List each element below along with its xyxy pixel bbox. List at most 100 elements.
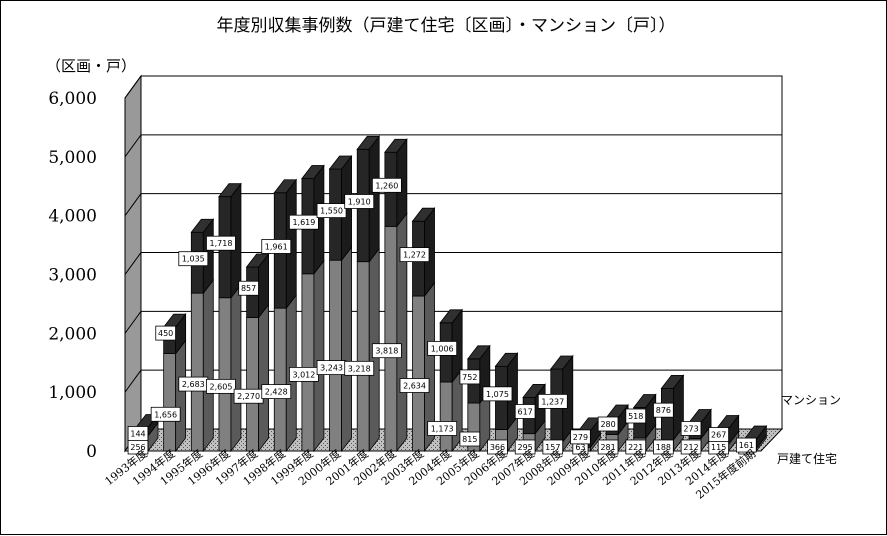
bar-mansion-19-top xyxy=(660,375,685,389)
label-mansion-7: 1,550 xyxy=(316,203,347,219)
label-detached-12-box xyxy=(459,431,481,447)
bar-mansion-6-top xyxy=(301,165,325,179)
bar-mansion-15-top xyxy=(549,355,574,370)
label-detached-6: 3,012 xyxy=(289,366,319,382)
label-detached-7: 3,243 xyxy=(316,360,347,376)
bar-detached-1-side xyxy=(175,339,187,453)
gridline xyxy=(124,75,782,99)
label-detached-17-text: 281 xyxy=(600,443,615,452)
label-detached-9: 3,818 xyxy=(371,343,402,359)
bar-detached-7-front xyxy=(329,259,342,452)
label-detached-11: 1,173 xyxy=(427,421,458,436)
label-detached-17-box xyxy=(597,439,619,455)
label-mansion-18-text: 518 xyxy=(628,412,643,421)
label-mansion-22-text: 161 xyxy=(739,441,754,450)
legend-mansion: マンション xyxy=(781,393,841,407)
bar-mansion-7-top xyxy=(328,155,353,170)
label-detached-21-text: 115 xyxy=(711,443,726,452)
label-mansion-17-box xyxy=(597,416,619,432)
chart-title: 年度別収集事例数（戸建て住宅〔区画〕・マンション〔戸〕） xyxy=(217,16,676,36)
label-mansion-14-box xyxy=(514,404,536,419)
label-detached-18: 221 xyxy=(625,439,647,455)
label-mansion-9: 1,260 xyxy=(371,177,402,193)
label-mansion-3-text: 1,718 xyxy=(210,239,233,248)
label-detached-1-text: 1,656 xyxy=(154,410,177,419)
label-mansion-2-box xyxy=(178,251,209,267)
label-detached-11-text: 1,173 xyxy=(431,424,454,433)
bar-detached-9-front xyxy=(384,225,398,452)
label-detached-0-text: 256 xyxy=(130,443,145,452)
bar-detached-7-side xyxy=(341,246,352,453)
label-detached-10-text: 2,634 xyxy=(403,382,426,391)
label-mansion-21: 267 xyxy=(708,427,729,442)
label-detached-19-box xyxy=(653,439,674,455)
label-detached-10-box xyxy=(399,378,430,393)
bar-mansion-11-top xyxy=(439,309,463,324)
y-axis-ticks: 0 1,000 2,000 3,000 4,000 5,000 6,000 xyxy=(48,89,97,462)
bar-mansion-2-top xyxy=(190,218,215,233)
label-mansion-10: 1,272 xyxy=(399,247,430,263)
label-mansion-8-box xyxy=(344,194,375,209)
label-detached-8-text: 3,218 xyxy=(348,364,371,373)
bar-detached-3-front xyxy=(218,297,232,452)
label-mansion-5: 1,961 xyxy=(261,239,292,254)
label-detached-20-text: 212 xyxy=(683,443,698,452)
bar-detached-3-side xyxy=(230,283,242,453)
label-detached-3-box xyxy=(206,378,236,394)
bar-detached-10-front xyxy=(412,295,425,452)
label-mansion-3-box xyxy=(206,235,236,251)
label-mansion-14-text: 617 xyxy=(517,407,532,416)
label-detached-4-text: 2,270 xyxy=(237,392,260,401)
label-detached-15-text: 157 xyxy=(545,443,560,452)
label-mansion-17: 280 xyxy=(597,416,619,432)
bar-mansion-13-top xyxy=(494,352,519,367)
y-tick-label: 2,000 xyxy=(48,324,97,344)
y-tick-label: 3,000 xyxy=(48,266,97,286)
label-detached-7-text: 3,243 xyxy=(320,364,343,373)
label-mansion-12: 752 xyxy=(459,369,481,385)
label-mansion-17-text: 280 xyxy=(600,420,615,429)
gridline xyxy=(124,310,782,334)
label-mansion-1-box xyxy=(155,325,176,341)
label-mansion-3: 1,718 xyxy=(206,235,236,251)
label-mansion-9-text: 1,260 xyxy=(375,181,398,190)
bar-detached-2 xyxy=(190,278,214,453)
label-mansion-2-text: 1,035 xyxy=(182,255,205,264)
bar-mansion-18-top xyxy=(632,394,657,408)
label-mansion-8: 1,910 xyxy=(344,194,375,209)
label-mansion-0: 144 xyxy=(127,426,149,441)
bar-detached-8-front xyxy=(356,261,370,452)
label-mansion-6-text: 1,619 xyxy=(292,218,315,227)
label-detached-14-text: 295 xyxy=(517,443,532,452)
label-detached-20-box xyxy=(680,439,702,455)
label-detached-19-text: 188 xyxy=(656,443,671,452)
label-mansion-18: 518 xyxy=(625,408,647,424)
bar-detached-7 xyxy=(329,246,352,453)
label-detached-1: 1,656 xyxy=(150,406,181,422)
y-tick-label: 5,000 xyxy=(48,148,97,168)
bar-mansion-14-top xyxy=(522,383,546,398)
label-mansion-4-text: 857 xyxy=(241,284,256,293)
label-detached-14-box xyxy=(514,439,536,455)
label-mansion-21-box xyxy=(708,427,729,442)
y-tick-label: 1,000 xyxy=(48,383,97,403)
label-mansion-16: 279 xyxy=(570,429,591,445)
bar-detached-4-front xyxy=(246,317,260,452)
label-detached-2: 2,683 xyxy=(178,376,209,392)
label-mansion-9-box xyxy=(371,177,402,193)
bar-mansion-9-top xyxy=(384,138,408,153)
label-detached-10: 2,634 xyxy=(399,378,430,393)
data-labels: 256 144 1,656 450 2,683 1,035 2,605 1,718 2,270 8… xyxy=(127,177,757,455)
label-detached-11-box xyxy=(427,421,458,436)
label-mansion-6-box xyxy=(289,214,319,230)
label-mansion-10-text: 1,272 xyxy=(403,251,426,260)
label-mansion-11-text: 1,006 xyxy=(431,344,454,353)
label-mansion-11-box xyxy=(427,340,458,356)
label-detached-21: 115 xyxy=(708,439,729,455)
label-mansion-0-box xyxy=(127,426,149,441)
label-mansion-13-box xyxy=(482,386,513,402)
label-detached-3: 2,605 xyxy=(206,378,236,394)
label-detached-19: 188 xyxy=(653,439,674,455)
bar-mansion-3-top xyxy=(218,183,242,198)
label-mansion-18-box xyxy=(625,408,647,424)
